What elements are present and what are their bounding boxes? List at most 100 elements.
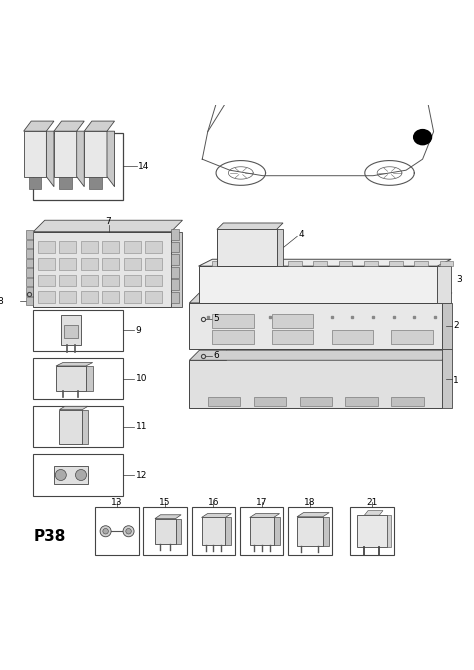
Polygon shape [212,330,254,344]
Polygon shape [332,330,373,344]
Polygon shape [199,266,438,303]
Polygon shape [84,131,107,177]
Text: 7: 7 [105,217,110,226]
Bar [33,358,123,399]
Polygon shape [212,314,254,328]
Polygon shape [145,241,162,253]
Circle shape [126,529,131,534]
Bar [33,310,123,351]
Text: 6: 6 [213,351,219,360]
Polygon shape [155,515,181,519]
Polygon shape [64,326,78,338]
Text: 4: 4 [298,230,304,239]
Polygon shape [38,241,55,253]
Polygon shape [263,261,277,266]
Polygon shape [171,267,179,277]
Polygon shape [313,261,327,266]
Polygon shape [56,362,93,366]
Polygon shape [124,241,141,253]
Polygon shape [27,269,33,277]
Polygon shape [59,409,82,444]
Circle shape [75,470,86,480]
Text: 12: 12 [136,470,147,480]
Polygon shape [297,513,329,517]
Polygon shape [442,349,452,409]
Bar [240,507,283,555]
Bar [203,269,433,299]
Polygon shape [27,249,33,258]
Circle shape [123,526,134,537]
Text: 21: 21 [366,498,377,507]
Polygon shape [24,121,54,131]
Polygon shape [250,514,280,517]
Polygon shape [81,291,98,303]
Polygon shape [272,330,313,344]
Polygon shape [365,511,383,515]
Polygon shape [33,220,182,232]
Polygon shape [387,515,392,547]
Polygon shape [201,514,231,517]
Polygon shape [59,291,76,303]
Text: 2: 2 [453,322,459,330]
Polygon shape [297,517,323,545]
Text: 14: 14 [138,161,149,171]
Polygon shape [24,131,46,177]
Polygon shape [89,177,102,189]
Polygon shape [171,229,179,240]
Polygon shape [102,241,119,253]
Polygon shape [81,241,98,253]
Polygon shape [208,397,240,406]
Text: 10: 10 [136,374,147,383]
Polygon shape [77,131,84,187]
Polygon shape [59,241,76,253]
Polygon shape [438,266,451,303]
Polygon shape [272,314,313,328]
Polygon shape [190,293,452,303]
Text: 11: 11 [136,422,147,431]
Polygon shape [190,303,442,349]
Polygon shape [171,279,179,290]
Polygon shape [171,254,179,265]
Circle shape [55,470,66,480]
Text: 1: 1 [453,377,459,385]
Bar [33,133,123,200]
Polygon shape [338,261,352,266]
Polygon shape [171,242,179,253]
Polygon shape [61,316,81,345]
Polygon shape [54,466,88,484]
Polygon shape [54,121,84,131]
Text: 15: 15 [159,498,171,507]
Polygon shape [414,261,428,266]
Text: P38: P38 [33,529,66,543]
Bar [288,507,332,555]
Polygon shape [201,517,226,545]
Polygon shape [442,303,452,349]
Polygon shape [81,258,98,269]
Polygon shape [217,229,277,266]
Polygon shape [145,258,162,269]
Polygon shape [323,517,329,545]
Bar [33,454,123,496]
Circle shape [100,526,111,537]
Polygon shape [38,258,55,269]
Polygon shape [254,397,286,406]
Polygon shape [59,275,76,286]
Polygon shape [357,515,387,547]
Bar [33,406,123,448]
Polygon shape [124,275,141,286]
Polygon shape [38,275,55,286]
Polygon shape [392,330,433,344]
Polygon shape [288,261,302,266]
Polygon shape [124,291,141,303]
Polygon shape [107,131,115,187]
Polygon shape [217,223,283,229]
Polygon shape [155,519,175,544]
Polygon shape [59,406,88,409]
Polygon shape [27,230,33,239]
Polygon shape [82,409,88,444]
Polygon shape [175,519,181,544]
Polygon shape [27,259,33,267]
Polygon shape [102,291,119,303]
Polygon shape [81,275,98,286]
Bar [144,507,187,555]
